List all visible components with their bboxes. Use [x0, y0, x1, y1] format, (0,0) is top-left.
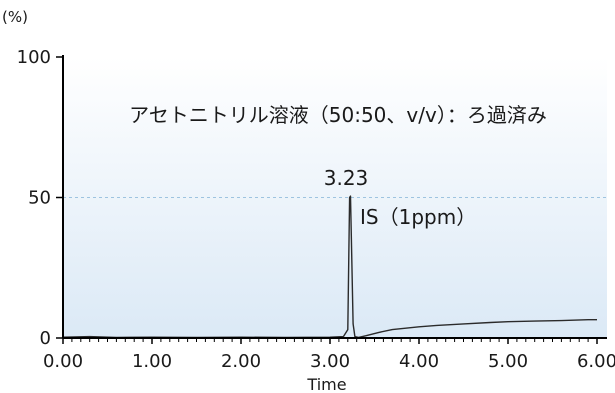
y-axis-label: (%) [2, 8, 28, 26]
y-tick-label: 0 [40, 328, 51, 349]
x-tick-label: 5.00 [488, 351, 528, 372]
y-tick-label: 100 [17, 47, 51, 68]
chart-title: アセトニトリル溶液（50:50、v/v）：ろ過済み [129, 103, 547, 127]
x-axis-label: Time [306, 375, 346, 393]
x-tick-label: 2.00 [221, 351, 261, 372]
x-tick-label: 4.00 [399, 351, 439, 372]
peak-retention-label: 3.23 [324, 166, 369, 190]
x-tick-label: 1.00 [132, 351, 172, 372]
x-tick-label: 3.00 [310, 351, 350, 372]
peak-name-label: IS（1ppm） [360, 205, 476, 229]
x-tick-label: 0.00 [43, 351, 83, 372]
y-axis-ticks: 0 50 100 [17, 47, 63, 349]
y-tick-label: 50 [28, 188, 51, 209]
x-axis-ticks: 0.00 1.00 2.00 3.00 4.00 5.00 6.00 [43, 338, 615, 372]
x-tick-label: 6.00 [577, 351, 615, 372]
